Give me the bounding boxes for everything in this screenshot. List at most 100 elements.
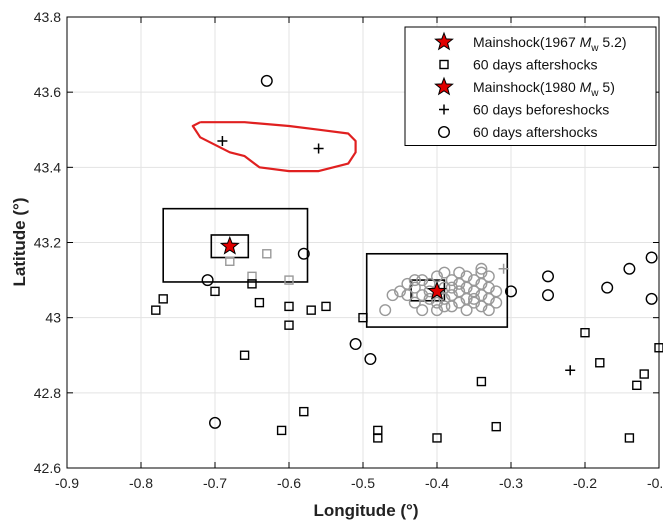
y-tick-label: 43.8 xyxy=(34,9,61,25)
square-marker xyxy=(491,421,501,432)
square-marker xyxy=(476,376,487,387)
square-marker xyxy=(306,305,316,315)
region-box xyxy=(162,207,309,283)
legend-label-tail: 5.2) xyxy=(599,34,627,50)
circle-marker xyxy=(623,262,636,275)
circle-marker xyxy=(438,125,451,138)
square-marker xyxy=(632,380,642,391)
circle-marker xyxy=(408,296,421,309)
circle-marker xyxy=(468,296,481,309)
square-marker xyxy=(639,369,649,379)
star-marker xyxy=(219,235,240,255)
square-marker xyxy=(225,256,235,266)
circle-marker xyxy=(445,281,458,294)
legend-label: 60 days beforeshocks xyxy=(473,102,609,118)
circle-marker xyxy=(208,416,221,429)
y-tick-label: 43.2 xyxy=(34,235,61,251)
star-marker xyxy=(434,76,454,96)
region-boxes xyxy=(162,207,509,328)
legend-label: Mainshock(1980 Mw 5) xyxy=(473,79,615,99)
square-marker xyxy=(595,358,605,368)
circle-marker xyxy=(260,74,273,87)
plus-marker xyxy=(498,263,509,274)
circle-marker xyxy=(423,292,436,305)
circle-marker xyxy=(364,353,377,366)
x-tick-label: -0.5 xyxy=(351,475,375,491)
legend-label-text: 60 days aftershocks xyxy=(473,124,598,140)
circle-marker xyxy=(438,300,451,313)
circle-marker xyxy=(601,281,614,294)
legend: Mainshock(1967 Mw 5.2)60 days aftershock… xyxy=(404,26,657,146)
legend-label-italic: M xyxy=(580,79,592,95)
plus-marker xyxy=(313,143,324,154)
circle-marker xyxy=(645,251,658,264)
circle-marker xyxy=(386,289,399,302)
square-marker xyxy=(580,328,590,338)
plot-frame xyxy=(66,16,660,469)
square-marker xyxy=(358,312,368,323)
circle-marker xyxy=(645,292,658,305)
legend-label-tail: 5) xyxy=(599,79,615,95)
square-marker xyxy=(284,320,294,330)
circle-marker xyxy=(468,292,481,305)
star-marker xyxy=(427,280,447,300)
legend-label-italic: M xyxy=(580,34,592,50)
y-tick-labels: 42.6 42.8 43 43.2 43.4 43.6 43.8 xyxy=(34,9,61,476)
circle-marker xyxy=(401,277,414,290)
y-tick-label: 43.4 xyxy=(34,159,61,175)
x-tick-labels: -0.9 -0.8 -0.7 -0.6 -0.5 -0.4 -0.3 -0.2 -0.1 xyxy=(55,475,663,491)
legend-label: 60 days aftershocks xyxy=(473,57,598,73)
circle-marker xyxy=(482,304,495,317)
y-tick-label: 42.6 xyxy=(34,460,61,476)
legend-label: 60 days aftershocks xyxy=(473,124,598,140)
y-tick-label: 42.8 xyxy=(34,385,61,401)
square-marker xyxy=(373,433,383,443)
x-tick-label: -0.6 xyxy=(277,475,301,491)
x-tick-label: -0.8 xyxy=(129,475,153,491)
x-tick-label: -0.2 xyxy=(573,475,597,491)
legend-label-subscript: w xyxy=(590,43,599,54)
circle-marker xyxy=(505,285,518,298)
square-marker xyxy=(254,297,265,308)
plus-marker xyxy=(565,365,576,376)
legend-label-text: Mainshock(1967 xyxy=(473,34,580,50)
plus-marker xyxy=(439,104,449,115)
circle-marker xyxy=(475,300,488,313)
circle-marker xyxy=(408,281,421,294)
square-marker xyxy=(624,433,635,443)
square-marker xyxy=(210,286,220,297)
circle-marker xyxy=(416,274,429,287)
square-marker xyxy=(276,425,287,436)
circle-marker xyxy=(408,274,421,287)
circle-marker xyxy=(431,296,444,309)
circle-marker xyxy=(542,289,555,302)
x-tick-label: -0.4 xyxy=(425,475,449,491)
legend-label-text: 60 days beforeshocks xyxy=(473,102,609,118)
circle-marker xyxy=(201,274,214,287)
data-markers xyxy=(151,74,663,443)
square-marker xyxy=(284,301,294,312)
circle-marker xyxy=(460,304,473,317)
star-marker xyxy=(434,31,454,51)
circle-marker xyxy=(475,262,488,275)
square-marker xyxy=(299,406,309,417)
square-marker xyxy=(247,279,257,289)
y-tick-label: 43 xyxy=(45,310,61,326)
legend-label-subscript: w xyxy=(590,88,599,99)
red-outline-region xyxy=(191,121,357,173)
x-tick-label: -0.9 xyxy=(55,475,79,491)
legend-label: Mainshock(1967 Mw 5.2) xyxy=(473,34,627,54)
legend-label-text: 60 days aftershocks xyxy=(473,57,598,73)
x-tick-label: -0.7 xyxy=(203,475,227,491)
circle-marker xyxy=(431,304,444,317)
circle-marker xyxy=(394,285,407,298)
red-outline xyxy=(191,121,357,173)
y-tick-label: 43.6 xyxy=(34,84,61,100)
legend-label-text: Mainshock(1980 xyxy=(473,79,580,95)
plus-marker xyxy=(217,136,228,147)
circle-marker xyxy=(349,337,362,350)
square-marker xyxy=(439,59,449,70)
circle-marker xyxy=(416,289,429,302)
circle-marker xyxy=(490,296,503,309)
